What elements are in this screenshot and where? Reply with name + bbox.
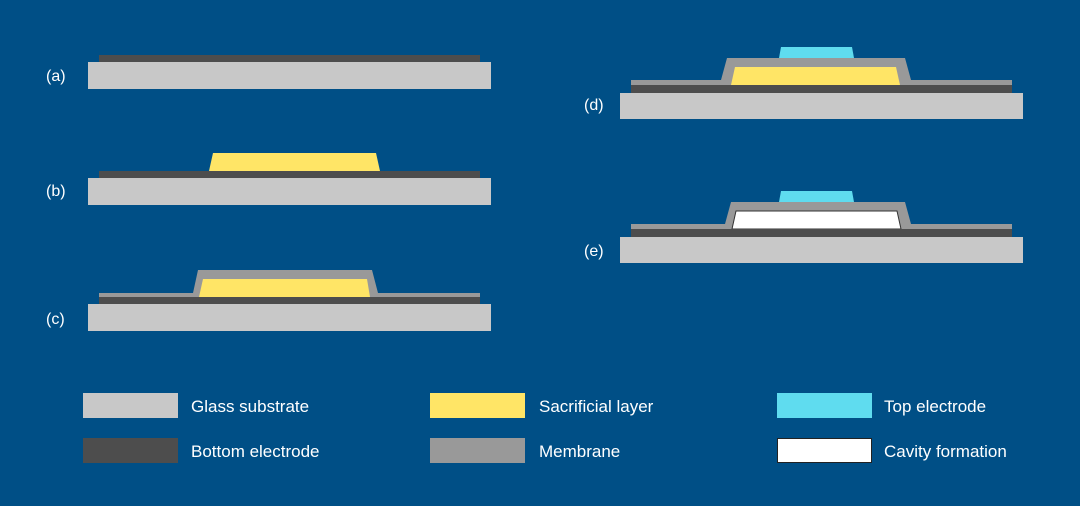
sacrificial-layer	[199, 279, 370, 297]
legend-swatch-sacrificial-layer	[430, 393, 525, 418]
bottom-electrode	[99, 297, 480, 304]
legend-swatch-membrane	[430, 438, 525, 463]
glass-substrate	[620, 237, 1023, 263]
glass-substrate	[88, 304, 491, 331]
step-e: (e)	[584, 191, 1023, 263]
legend-swatch-cavity-formation	[777, 438, 872, 463]
bottom-electrode	[631, 229, 1012, 237]
step-a-label: (a)	[46, 68, 66, 85]
legend-label-cavity-formation: Cavity formation	[884, 442, 1007, 461]
step-b-label: (b)	[46, 183, 66, 200]
step-a: (a)	[46, 55, 491, 89]
legend-swatch-top-electrode	[777, 393, 872, 418]
step-d-label: (d)	[584, 97, 604, 114]
bottom-electrode	[99, 171, 480, 178]
legend: Glass substrate Bottom electrode Sacrifi…	[83, 393, 1007, 463]
legend-label-top-electrode: Top electrode	[884, 397, 986, 416]
sacrificial-layer	[209, 153, 380, 171]
cavity	[731, 210, 902, 230]
step-b: (b)	[46, 153, 491, 205]
sacrificial-layer	[731, 67, 900, 85]
bottom-electrode	[99, 55, 480, 62]
legend-swatch-glass-substrate	[83, 393, 178, 418]
legend-label-sacrificial-layer: Sacrificial layer	[539, 397, 654, 416]
legend-label-glass-substrate: Glass substrate	[191, 397, 309, 416]
glass-substrate	[88, 62, 491, 89]
legend-label-membrane: Membrane	[539, 442, 620, 461]
step-e-label: (e)	[584, 243, 604, 260]
top-electrode	[779, 191, 854, 202]
legend-swatch-bottom-electrode	[83, 438, 178, 463]
step-c: (c)	[46, 270, 491, 331]
step-c-label: (c)	[46, 311, 65, 328]
glass-substrate	[88, 178, 491, 205]
bottom-electrode	[631, 85, 1012, 93]
step-d: (d)	[584, 47, 1023, 119]
legend-label-bottom-electrode: Bottom electrode	[191, 442, 320, 461]
glass-substrate	[620, 93, 1023, 119]
top-electrode	[779, 47, 854, 58]
